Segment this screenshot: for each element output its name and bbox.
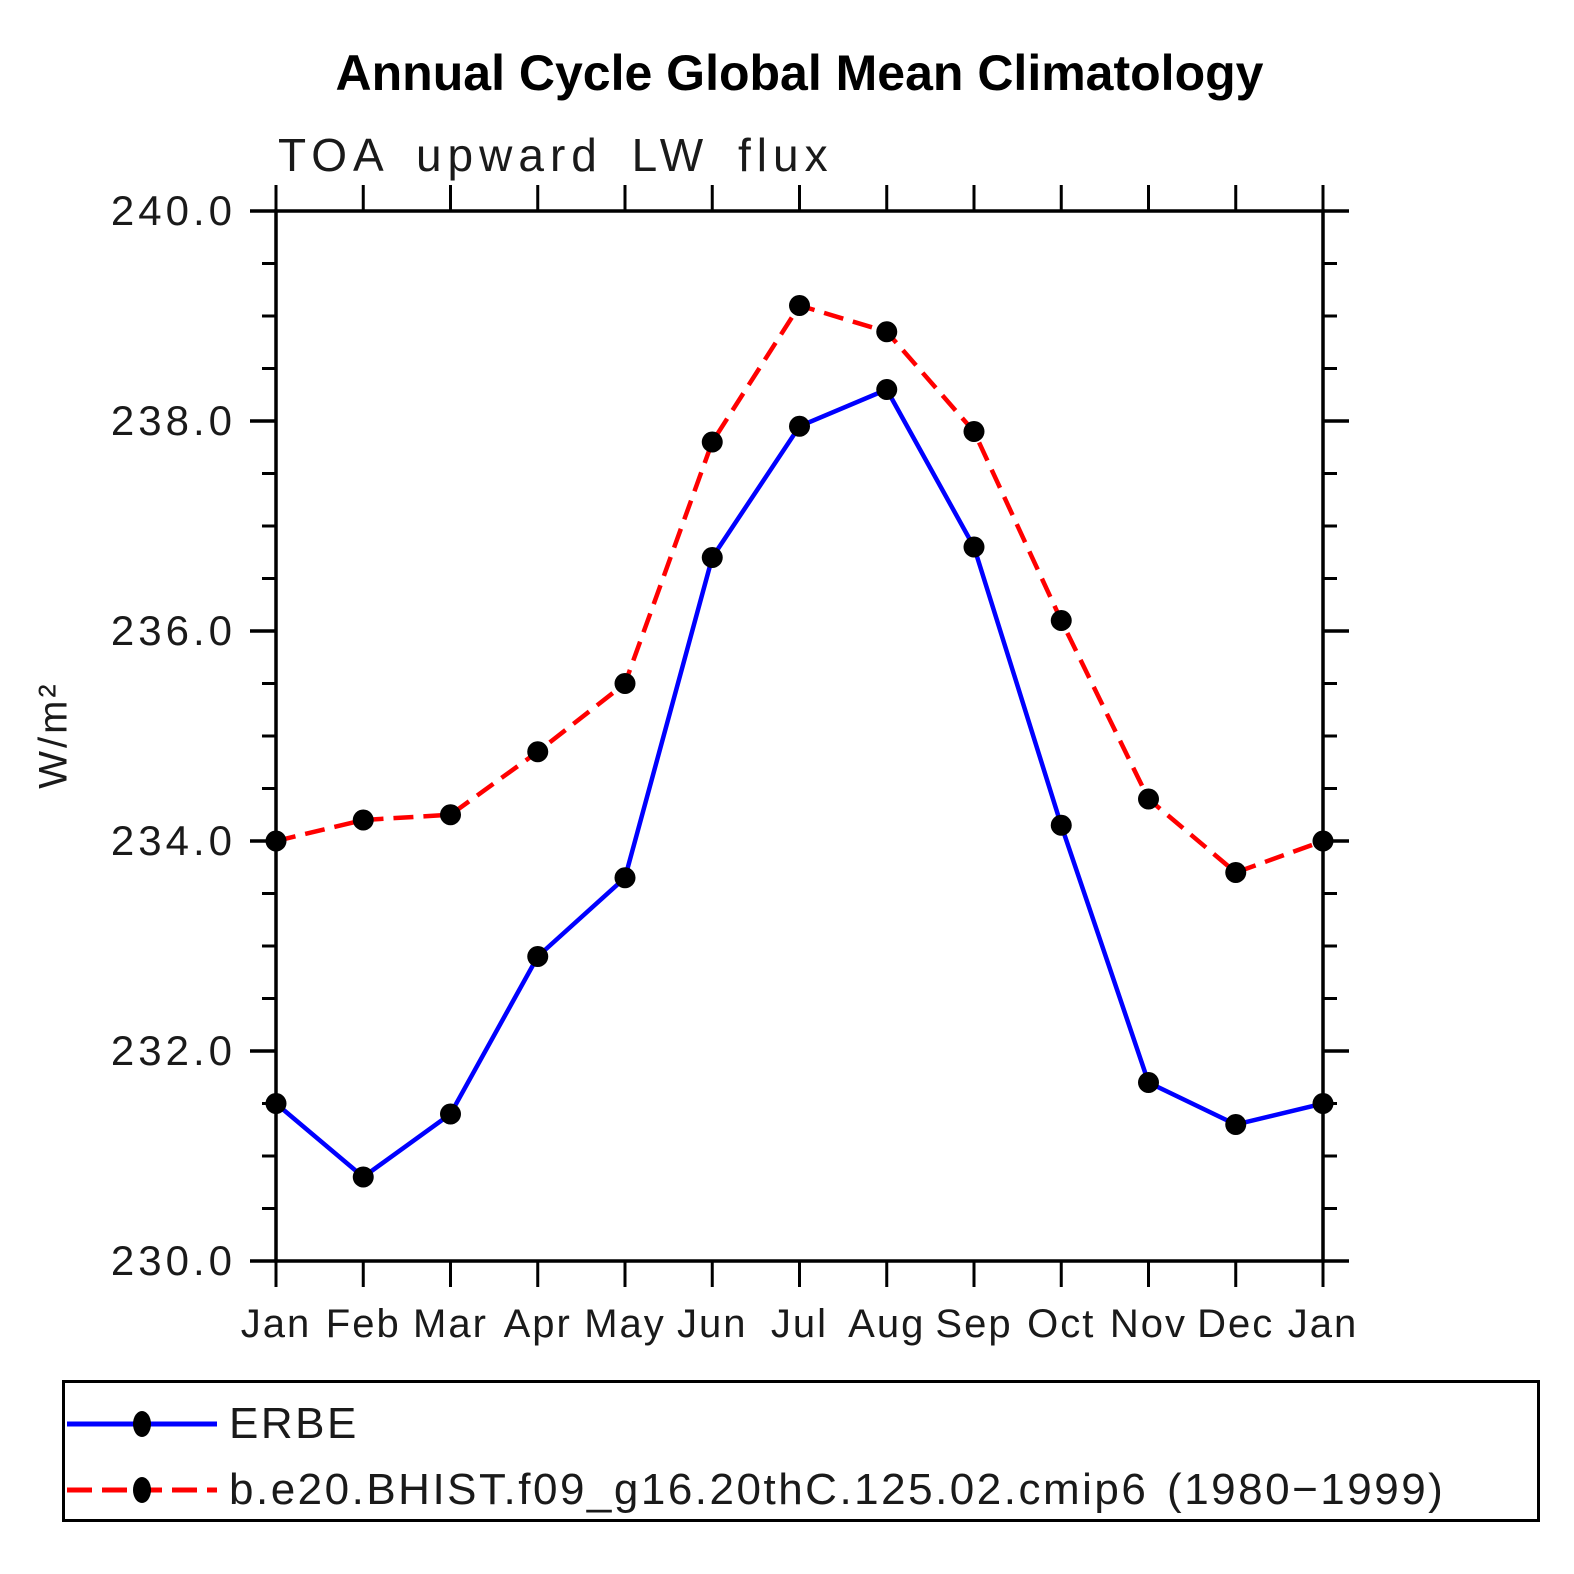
data-point-marker (265, 1093, 287, 1114)
x-tick-label: Mar (413, 1302, 488, 1346)
data-point-marker (1225, 862, 1247, 883)
legend: ERBE b.e20.BHIST.f09_g16.20thC.125.02.cm… (62, 1380, 1540, 1522)
series-line-model (275, 302, 1324, 876)
y-tick-label: 230.0 (111, 1237, 236, 1284)
x-tick-label: May (584, 1302, 666, 1346)
data-point-marker (876, 379, 898, 400)
data-point-marker (1312, 1093, 1334, 1114)
x-tick-label: Jan (241, 1302, 312, 1346)
legend-swatch-model-line (67, 1477, 217, 1503)
data-point-marker (701, 431, 723, 453)
x-tick-label: Sep (935, 1302, 1012, 1346)
data-point-marker (1050, 610, 1072, 631)
x-tick-label: Apr (504, 1302, 572, 1346)
x-tick-label: Oct (1027, 1302, 1095, 1346)
x-tick-label: Dec (1197, 1302, 1274, 1346)
plot-frame (274, 209, 1325, 1263)
data-point-marker (265, 830, 287, 852)
data-point-marker (614, 673, 636, 694)
x-tick-label: Jan (1288, 1302, 1359, 1346)
y-tick-label: 232.0 (111, 1027, 236, 1074)
legend-label-model: b.e20.BHIST.f09_g16.20thC.125.02.cmip6 (… (229, 1465, 1446, 1514)
y-tick-label: 234.0 (111, 817, 236, 864)
y-tick-label: 236.0 (111, 607, 236, 654)
legend-marker-sample (133, 1477, 151, 1503)
data-point-marker (701, 547, 723, 568)
data-point-marker (876, 321, 898, 343)
data-point-marker (352, 1166, 374, 1188)
legend-swatch-erbe-line (67, 1411, 217, 1437)
data-point-marker (440, 1103, 461, 1125)
data-point-marker (789, 295, 810, 316)
x-tick-label: Nov (1110, 1302, 1187, 1346)
legend-label-erbe: ERBE (229, 1399, 359, 1448)
chart-title: Annual Cycle Global Mean Climatology (335, 45, 1264, 101)
data-point-marker (963, 421, 985, 442)
data-point-marker (1225, 1114, 1247, 1135)
data-point-marker (614, 867, 636, 889)
data-point-marker (1138, 1072, 1159, 1093)
x-tick-label: Aug (848, 1302, 925, 1346)
y-tick-label: 240.0 (111, 187, 236, 234)
data-point-marker (963, 536, 985, 558)
data-point-marker (789, 415, 810, 437)
x-tick-label: Jul (771, 1302, 828, 1346)
x-tick-label: Feb (326, 1302, 401, 1346)
chart-subtitle: TOA upward LW flux (278, 129, 834, 181)
legend-item-erbe: ERBE (65, 1401, 359, 1447)
series-line-erbe (274, 386, 1324, 1180)
data-point-marker (1312, 830, 1334, 852)
data-point-marker (527, 741, 549, 763)
data-point-marker (440, 804, 461, 826)
data-point-marker (527, 946, 549, 967)
data-point-marker (352, 809, 374, 831)
y-tick-label: 238.0 (111, 397, 236, 444)
data-point-marker (1050, 814, 1072, 836)
data-point-marker (1138, 788, 1159, 810)
legend-item-model: b.e20.BHIST.f09_g16.20thC.125.02.cmip6 (… (65, 1467, 1445, 1513)
legend-marker-sample (133, 1411, 151, 1437)
x-tick-label: Jun (677, 1302, 748, 1346)
